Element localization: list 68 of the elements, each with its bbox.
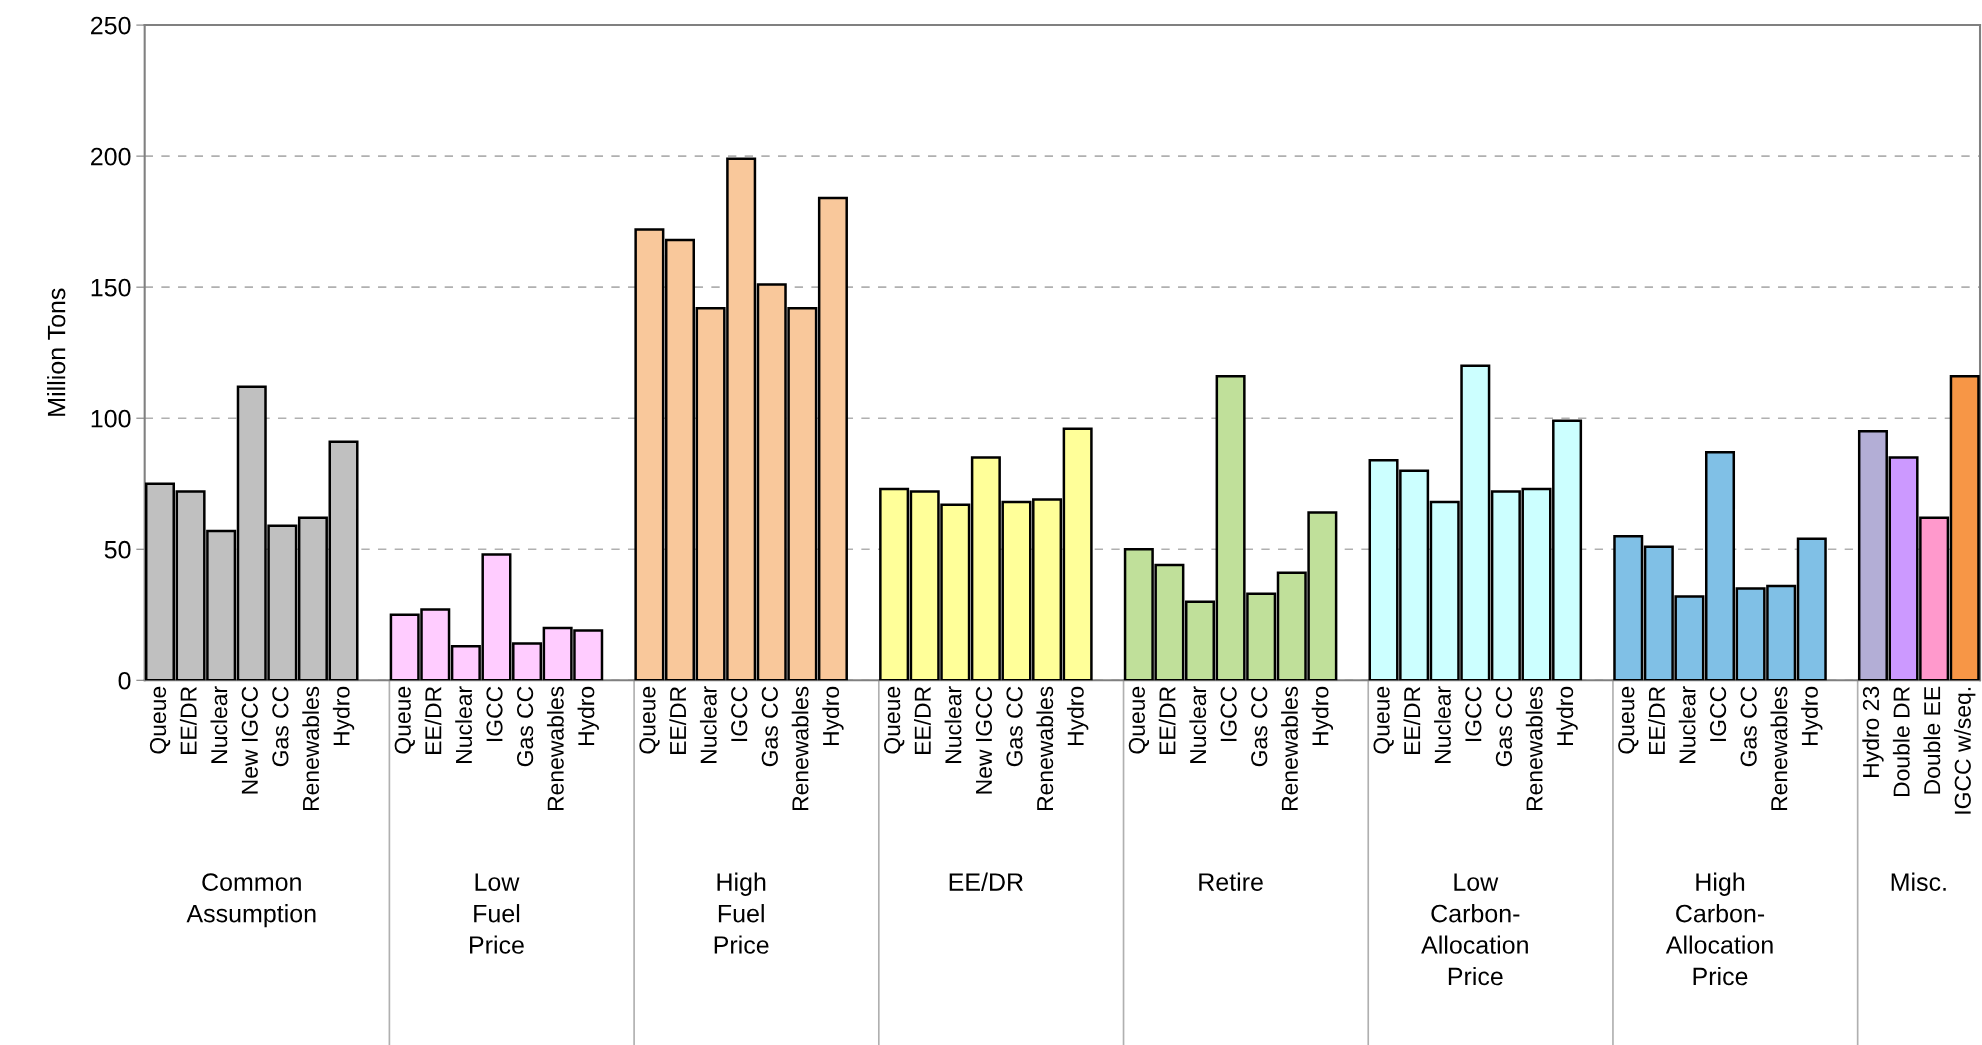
x-tick-label: Hydro 23: [1862, 686, 1884, 777]
x-tick-label: Gas CC: [1006, 686, 1023, 767]
text: High Carbon- Allocation Price: [1665, 872, 1773, 986]
x-tick-label: Renewables: [546, 686, 564, 811]
x-tick-label: Renewables: [1525, 686, 1543, 811]
x-tick-label: Renewables: [1770, 686, 1788, 811]
x-tick-label: Gas CC: [761, 686, 778, 767]
text: Misc.: [1891, 872, 1946, 891]
x-tick-label: Nuclear: [455, 686, 473, 763]
x-tick-label: Hydro: [822, 686, 844, 746]
x-tick-label: Double EE: [1923, 686, 1941, 794]
x-tick-label: Queue: [394, 686, 415, 754]
x-tick-label: Hydro: [1801, 686, 1823, 746]
text: EE/DR: [949, 872, 1023, 891]
x-tick-label: IGCC: [731, 686, 748, 742]
x-tick-label: Hydro: [1556, 686, 1578, 746]
text: Common Assumption: [186, 873, 316, 928]
x-tick-label: Nuclear: [944, 686, 962, 763]
x-tick-label: Queue: [1618, 686, 1639, 754]
y-tick-label: 50: [104, 540, 131, 559]
x-tick-label: Hydro: [1311, 686, 1334, 746]
x-tick-label: Nuclear: [1434, 686, 1451, 763]
text: High Fuel Price: [714, 872, 769, 954]
x-tick-label: Gas CC: [1740, 686, 1757, 767]
x-tick-label: Double DR: [1892, 686, 1910, 797]
x-tick-label: Hydro: [1066, 686, 1089, 746]
x-tick-label: Renewables: [791, 686, 809, 811]
y-tick-label: 0: [118, 671, 131, 690]
x-tick-label: EE/DR: [1648, 686, 1665, 755]
x-tick-label: EE/DR: [1403, 686, 1421, 755]
x-tick-label: IGCC: [1220, 686, 1237, 742]
x-tick-label: Renewables: [1036, 686, 1054, 811]
x-tick-label: Queue: [1373, 686, 1394, 754]
x-tick-label: EE/DR: [179, 686, 197, 755]
x-tick-label: IGCC w/seq.: [1954, 687, 1976, 814]
text: Low Fuel Price: [470, 873, 524, 954]
x-tick-label: Gas CC: [1495, 686, 1513, 767]
x-tick-label: Nuclear: [210, 686, 228, 763]
x-tick-label: Renewables: [302, 686, 320, 811]
y-tick-label: 200: [91, 147, 131, 166]
x-tick-label: Hydro: [332, 686, 355, 746]
text: Low Carbon- Allocation Price: [1421, 873, 1528, 986]
x-tick-label: New IGCC: [241, 686, 258, 794]
y-axis-title: Million Tons: [47, 288, 66, 416]
x-tick-label: EE/DR: [914, 686, 931, 755]
text: Retire: [1199, 872, 1263, 891]
x-tick-label: Nuclear: [699, 686, 717, 763]
x-tick-label: Queue: [149, 686, 171, 754]
x-tick-label: Gas CC: [516, 686, 534, 767]
x-tick-label: IGCC: [486, 686, 503, 742]
x-tick-label: Queue: [1128, 686, 1150, 754]
y-tick-label: 100: [91, 409, 131, 428]
x-tick-label: Queue: [639, 686, 660, 754]
x-tick-label: Queue: [884, 686, 905, 754]
x-tick-label: Nuclear: [1189, 686, 1207, 763]
x-tick-label: New IGCC: [975, 686, 993, 794]
y-tick-label: 250: [91, 16, 131, 35]
x-tick-label: IGCC: [1709, 686, 1727, 742]
x-tick-label: Nuclear: [1678, 686, 1696, 763]
x-tick-label: Renewables: [1281, 686, 1298, 811]
x-tick-label: Gas CC: [1251, 686, 1268, 767]
y-tick-label: 150: [91, 278, 131, 297]
x-tick-label: Hydro: [577, 686, 599, 746]
x-tick-label: EE/DR: [424, 686, 442, 755]
x-tick-label: Gas CC: [272, 686, 289, 767]
x-tick-label: IGCC: [1465, 686, 1482, 742]
x-tick-label: EE/DR: [1158, 686, 1176, 755]
x-tick-label: EE/DR: [669, 686, 687, 755]
